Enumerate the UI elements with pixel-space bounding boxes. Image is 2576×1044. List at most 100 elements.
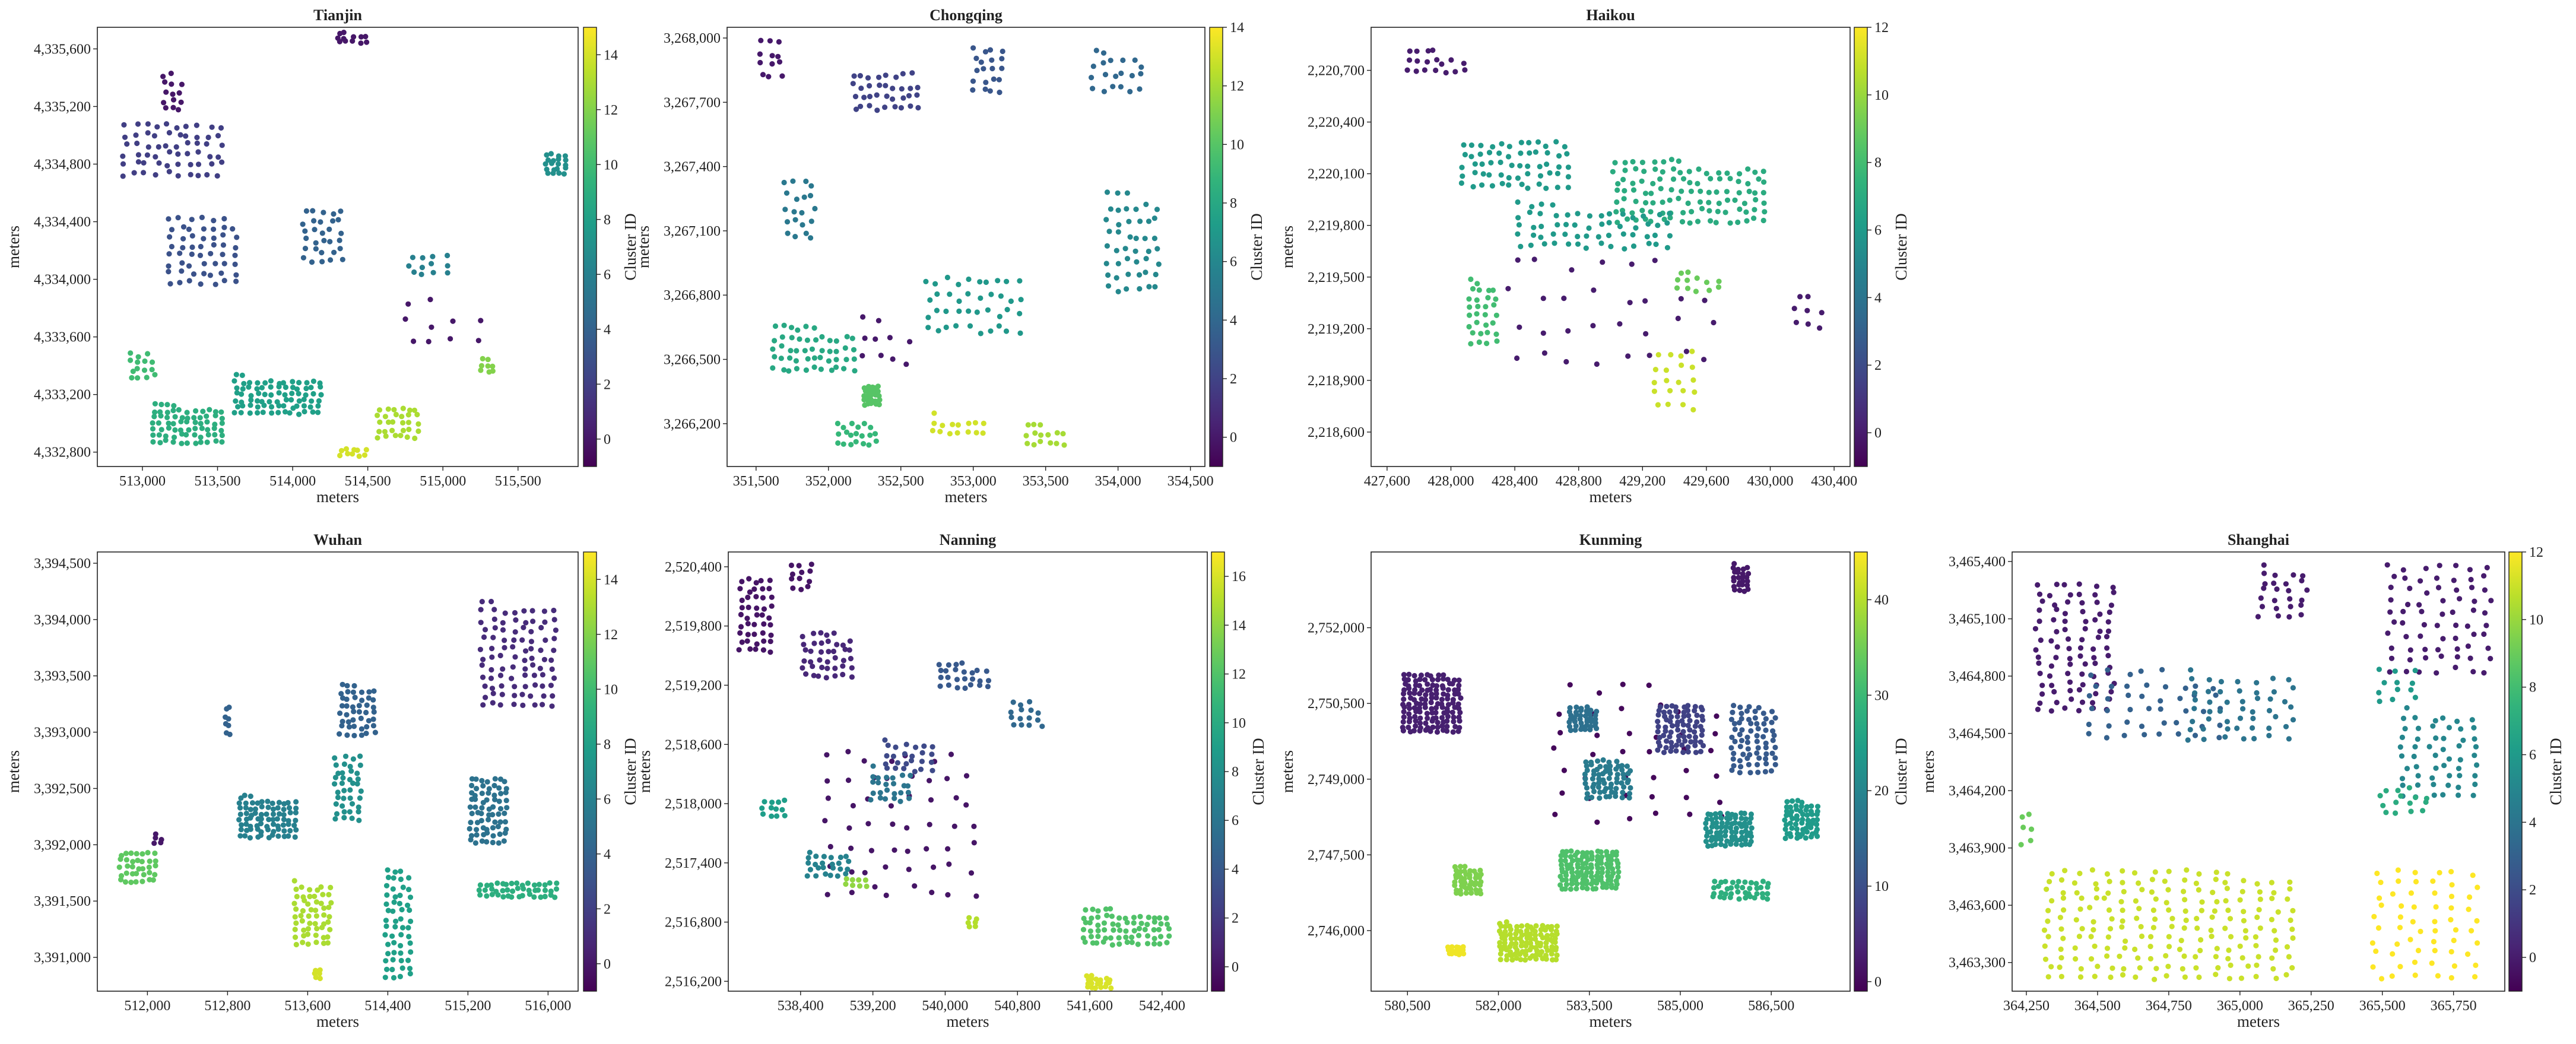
scatter-point [259, 804, 265, 810]
scatter-point [325, 940, 331, 946]
scatter-point [2467, 567, 2473, 573]
scatter-point [1417, 715, 1423, 721]
scatter-point [769, 603, 775, 609]
scatter-point [243, 821, 249, 827]
scatter-point [865, 821, 871, 827]
scatter-point [1760, 169, 1766, 174]
scatter-point [1565, 212, 1571, 218]
scatter-point [1753, 881, 1759, 887]
scatter-point [313, 240, 319, 246]
scatter-point [890, 821, 896, 827]
scatter-point [2441, 735, 2447, 741]
scatter-point [1095, 914, 1101, 920]
scatter-point [1538, 234, 1544, 240]
scatter-point [1118, 70, 1124, 77]
scatter-point [739, 579, 745, 585]
scatter-point [1460, 944, 1466, 950]
scatter-point [186, 278, 192, 284]
scatter-point [361, 452, 368, 458]
colorbar-label: Cluster ID [621, 738, 639, 805]
scatter-point [1584, 850, 1590, 856]
points-haikou [1404, 47, 1825, 413]
scatter-point [1745, 746, 1751, 752]
scatter-point [2104, 871, 2110, 877]
scatter-point [1660, 199, 1665, 205]
scatter-point [344, 732, 350, 738]
scatter-point [1732, 197, 1738, 203]
scatter-point [1701, 357, 1707, 363]
scatter-point [205, 431, 211, 438]
scatter-point [1477, 887, 1483, 893]
scatter-point [233, 245, 239, 251]
scatter-point [1538, 949, 1544, 955]
scatter-point [407, 940, 413, 946]
scatter-point [867, 94, 873, 100]
scatter-point [363, 447, 369, 453]
scatter-point [269, 800, 275, 807]
scatter-point [2273, 713, 2279, 720]
colorbar-gradient [583, 27, 597, 467]
scatter-point [521, 624, 526, 630]
scatter-point [2166, 944, 2172, 950]
scatter-point [1608, 781, 1614, 787]
scatter-point [179, 440, 185, 446]
scatter-point [2433, 765, 2439, 771]
scatter-point [341, 795, 347, 801]
scatter-point [490, 363, 496, 369]
scatter-point [219, 420, 225, 426]
scatter-point [543, 637, 548, 643]
scatter-point [1503, 932, 1509, 938]
scatter-point [211, 235, 217, 241]
scatter-point [1498, 951, 1503, 957]
scatter-point [1451, 719, 1457, 725]
scatter-point [2262, 581, 2268, 587]
scatter-point [1445, 677, 1451, 683]
scatter-point [2228, 962, 2234, 968]
scatter-point [884, 775, 890, 780]
scatter-point [213, 438, 219, 444]
scatter-point [892, 847, 897, 853]
scatter-point [1474, 311, 1480, 317]
scatter-point [1136, 925, 1143, 932]
scatter-point [1590, 323, 1596, 329]
scatter-point [1711, 885, 1717, 891]
scatter-point [166, 251, 172, 257]
scatter-point [2481, 670, 2487, 676]
scatter-point [166, 269, 172, 275]
scatter-point [492, 819, 498, 825]
scatter-point [335, 794, 341, 801]
colorbar-tick-label: 8 [1232, 764, 1239, 780]
colorbar-tick-label: 4 [1874, 290, 1882, 306]
scatter-point [475, 338, 481, 344]
scatter-point [821, 853, 827, 859]
scatter-point [997, 90, 1003, 96]
scatter-point [1772, 715, 1778, 721]
scatter-point [1739, 834, 1745, 840]
scatter-point [1622, 167, 1628, 173]
scatter-point [383, 433, 389, 439]
scatter-point [2416, 602, 2422, 608]
scatter-point [445, 252, 451, 259]
scatter-point [1552, 240, 1557, 246]
scatter-point [541, 656, 548, 662]
scatter-point [335, 35, 341, 41]
scatter-point [1732, 726, 1738, 732]
scatter-point [2397, 744, 2403, 750]
scatter-point [344, 683, 350, 688]
scatter-point [1533, 149, 1538, 155]
scatter-point [398, 957, 404, 964]
scatter-point [1471, 868, 1477, 874]
scatter-point [307, 887, 313, 893]
scatter-point [1434, 57, 1440, 63]
scatter-point [542, 619, 548, 625]
scatter-point [1762, 209, 1768, 215]
scatter-point [271, 829, 277, 834]
scatter-point [341, 36, 347, 42]
scatter-point [341, 788, 347, 794]
scatter-point [1110, 921, 1116, 927]
scatter-point [2483, 623, 2489, 629]
scatter-point [198, 421, 204, 427]
scatter-point [363, 34, 369, 40]
y-tick-label: 3,392,000 [34, 837, 91, 853]
scatter-point [1529, 204, 1535, 210]
